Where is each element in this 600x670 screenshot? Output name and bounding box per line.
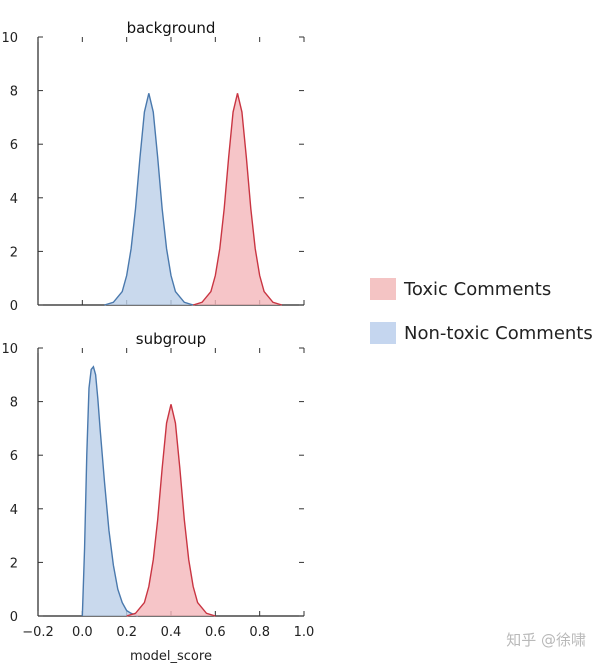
y-tick-label: 2 [10,556,18,571]
y-tick-label: 8 [10,396,18,411]
nontoxic-area [82,366,138,616]
y-tick-label: 10 [1,31,18,46]
toxic-area [193,93,282,305]
x-axis: −0.2 0.0 0.2 0.4 0.6 0.8 1.0 model_score [22,625,314,664]
x-axis-label: model_score [130,649,212,664]
nontoxic-area [104,93,194,305]
legend: Toxic Comments Non-toxic Comments [370,278,593,366]
panel-subgroup: 0 2 4 6 8 10 subgroup [1,330,305,625]
y-tick-label: 0 [10,610,18,625]
toxic-line [126,404,216,617]
y-tick-label: 4 [10,503,18,518]
x-tick-label: 0.6 [205,625,226,640]
legend-item-nontoxic: Non-toxic Comments [370,322,593,344]
x-tick-label: 0.8 [249,625,270,640]
y-tick-label: 0 [10,299,18,314]
legend-swatch-toxic [370,278,396,300]
x-tick-label: 0.0 [72,625,93,640]
y-tick-label: 6 [10,138,18,153]
x-tick-label: 0.2 [116,625,137,640]
watermark: 知乎 @徐啸 [506,631,586,649]
x-tick-label: −0.2 [22,625,54,640]
panel-title: background [127,19,216,37]
legend-item-toxic: Toxic Comments [370,278,593,300]
legend-label-toxic: Toxic Comments [404,278,552,300]
y-tick-label: 2 [10,245,18,260]
y-tick-label: 6 [10,449,18,464]
x-tick-label: 0.4 [161,625,182,640]
y-tick-label: 8 [10,85,18,100]
nontoxic-line [81,365,139,617]
y-tick-label: 4 [10,192,18,207]
y-tick-label: 10 [1,342,18,357]
toxic-line [192,93,283,306]
legend-swatch-nontoxic [370,322,396,344]
toxic-area [126,404,216,616]
x-tick-label: 1.0 [294,625,315,640]
panel-background: 0 2 4 6 8 10 background [1,19,305,314]
legend-label-nontoxic: Non-toxic Comments [404,322,593,344]
nontoxic-line [104,93,194,306]
panel-title: subgroup [136,330,206,348]
